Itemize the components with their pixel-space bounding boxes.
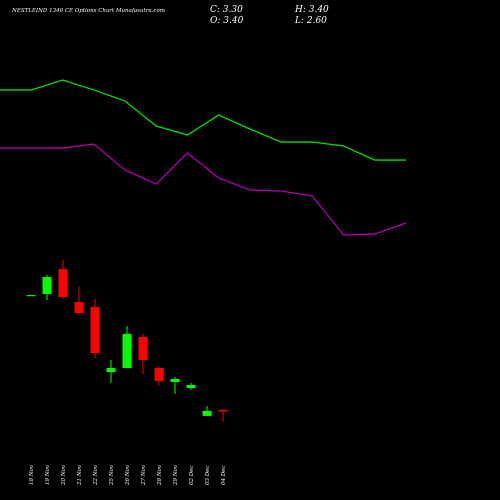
candle-body <box>202 410 212 416</box>
x-tick-label: 21 Nov <box>77 464 83 486</box>
candle-body <box>106 368 116 373</box>
indicator-line <box>0 143 407 236</box>
x-tick-label: 02 Dec <box>189 466 195 486</box>
indicator-line <box>0 79 406 161</box>
candle-body <box>218 409 228 412</box>
x-tick-label: 20 Nov <box>61 464 67 486</box>
low-info: L: 2.60 <box>294 16 327 26</box>
candle-body <box>170 378 180 382</box>
close-info: C: 3.30 <box>210 5 243 15</box>
high-info: H: 3.40 <box>294 5 329 15</box>
x-tick-label: 22 Nov <box>93 464 99 486</box>
candle-body <box>74 301 84 314</box>
candle-body <box>154 368 164 381</box>
x-tick-label: 25 Nov <box>109 464 115 486</box>
candle-body <box>26 295 36 297</box>
chart-title: NESTLEIND 1340 CE Options Chart Munafasu… <box>11 8 165 14</box>
x-tick-label: 03 Dec <box>205 466 211 486</box>
candle-body <box>186 384 196 388</box>
candle-body <box>42 277 52 294</box>
x-tick-label: 28 Nov <box>157 464 163 486</box>
x-tick-label: 18 Nov <box>29 464 35 485</box>
candle-body <box>58 269 68 297</box>
candle-body <box>122 333 132 369</box>
x-tick-label: 27 Nov <box>141 464 147 486</box>
open-info: O: 3.40 <box>210 16 244 26</box>
candle-body <box>90 307 100 354</box>
x-tick-label: 04 Dec <box>221 466 227 486</box>
x-tick-label: 29 Nov <box>173 464 179 486</box>
candle-body <box>138 336 148 361</box>
x-tick-label: 26 Nov <box>125 464 131 486</box>
x-tick-label: 19 Nov <box>45 464 51 485</box>
